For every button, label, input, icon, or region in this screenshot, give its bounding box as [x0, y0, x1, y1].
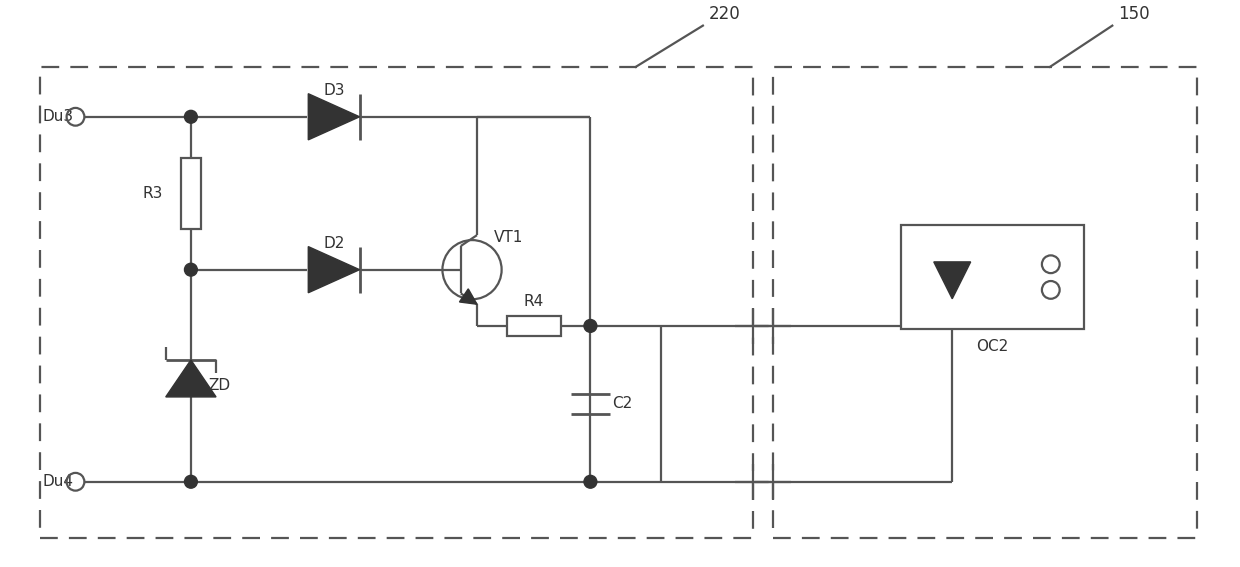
Polygon shape	[309, 94, 360, 140]
Circle shape	[185, 263, 197, 276]
Text: D3: D3	[324, 83, 345, 98]
Polygon shape	[460, 289, 477, 304]
Circle shape	[584, 475, 596, 488]
Polygon shape	[166, 360, 216, 397]
Bar	[901, 225, 1084, 329]
Bar	[773, 67, 1197, 538]
Polygon shape	[934, 262, 971, 299]
Text: OC2: OC2	[976, 338, 1008, 354]
Text: 220: 220	[709, 5, 740, 23]
Text: 150: 150	[1118, 5, 1149, 23]
Circle shape	[185, 475, 197, 488]
Text: Du4: Du4	[43, 474, 74, 489]
Bar	[507, 316, 560, 336]
Text: ZD: ZD	[208, 378, 231, 393]
Text: VT1: VT1	[494, 230, 523, 245]
Circle shape	[584, 319, 596, 332]
Text: R4: R4	[523, 294, 544, 309]
Text: C2: C2	[613, 396, 632, 411]
Bar	[181, 158, 201, 229]
Bar	[40, 67, 753, 538]
Text: D2: D2	[324, 236, 345, 251]
Polygon shape	[309, 247, 360, 293]
Circle shape	[185, 111, 197, 123]
Text: R3: R3	[143, 186, 164, 201]
Text: Du3: Du3	[43, 109, 74, 124]
